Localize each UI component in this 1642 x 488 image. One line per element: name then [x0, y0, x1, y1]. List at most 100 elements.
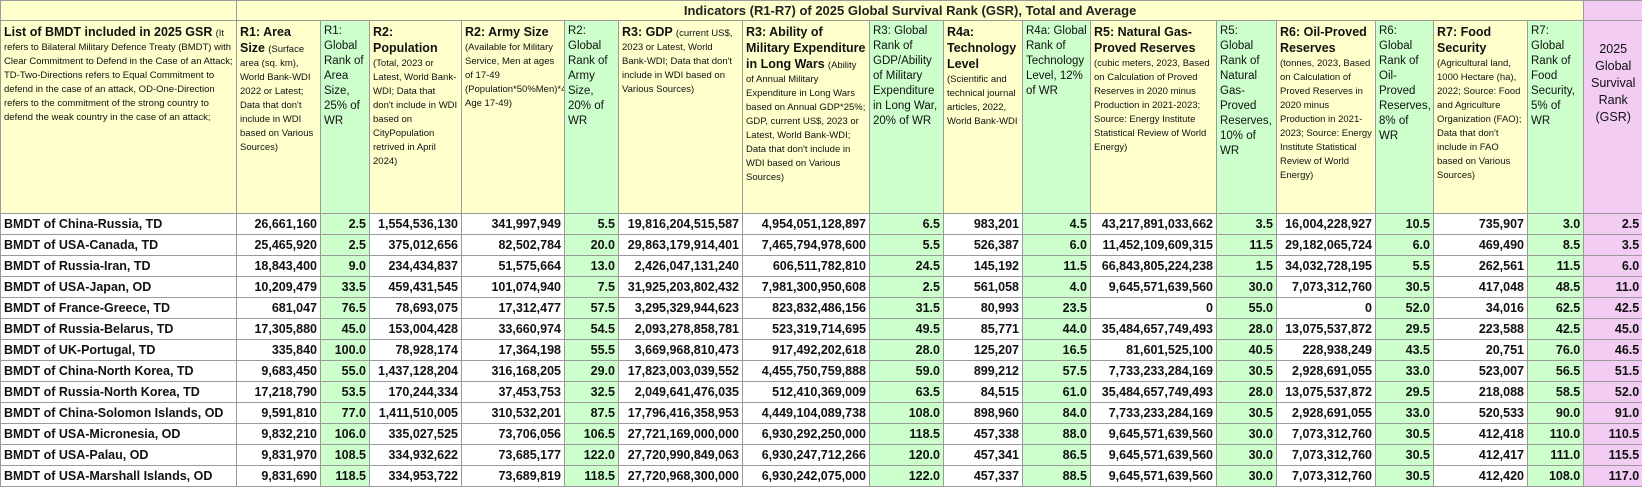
data-cell: 31.5 — [869, 297, 944, 319]
data-cell: 51,575,664 — [461, 255, 565, 277]
data-cell: 117.0 — [1583, 465, 1642, 487]
data-cell: 983,201 — [943, 213, 1023, 235]
data-cell: 412,418 — [1433, 423, 1528, 445]
treaty-name: BMDT of Russia-North Korea, TD — [0, 381, 237, 403]
data-cell: 29.5 — [1375, 318, 1434, 340]
data-cell: 90.0 — [1526, 402, 1585, 424]
data-cell: 86.5 — [1022, 444, 1091, 466]
data-cell: 43.5 — [1375, 339, 1434, 361]
data-cell: 7,073,312,760 — [1276, 465, 1376, 487]
data-cell: 63.5 — [869, 381, 944, 403]
data-cell: 681,047 — [236, 297, 321, 319]
data-cell: 46.5 — [1583, 339, 1642, 361]
data-cell: 334,932,622 — [369, 444, 462, 466]
data-cell: 4.5 — [1022, 213, 1091, 235]
data-cell: 0 — [1090, 297, 1217, 319]
data-cell: 17,312,477 — [461, 297, 565, 319]
header-label: R3: Ability of Military Expenditure in L… — [746, 25, 866, 71]
column-header: R1: Area Size (Surface area (sq. km), Wo… — [236, 20, 321, 214]
data-cell: 6,930,242,075,000 — [742, 465, 870, 487]
data-cell: 43,217,891,033,662 — [1090, 213, 1217, 235]
data-cell: 29,863,179,914,401 — [618, 234, 743, 256]
data-cell: 55.0 — [1216, 297, 1277, 319]
data-cell: 25,465,920 — [236, 234, 321, 256]
data-cell: 57.5 — [564, 297, 619, 319]
treaty-name: BMDT of China-Russia, TD — [0, 213, 237, 235]
header-label: R5: Global Rank of Natural Gas-Proved Re… — [1220, 25, 1272, 157]
data-row: BMDT of China-North Korea, TD 9,683,450 55… — [0, 360, 1642, 382]
header-label: R1: Global Rank of Area Size, 25% of WR — [324, 25, 364, 127]
data-cell: 5.5 — [1375, 255, 1434, 277]
data-cell: 29.5 — [1375, 381, 1434, 403]
data-cell: 30.0 — [1216, 423, 1277, 445]
data-cell: 6,930,247,712,266 — [742, 444, 870, 466]
column-header: List of BMDT included in 2025 GSR (It re… — [0, 20, 237, 214]
data-cell: 512,410,369,009 — [742, 381, 870, 403]
data-cell: 17,823,003,039,552 — [618, 360, 743, 382]
data-cell: 459,431,545 — [369, 276, 462, 298]
data-cell: 3.5 — [1216, 213, 1277, 235]
data-cell: 153,004,428 — [369, 318, 462, 340]
data-cell: 4,455,750,759,888 — [742, 360, 870, 382]
data-cell: 9,832,210 — [236, 423, 321, 445]
data-cell: 66,843,805,224,238 — [1090, 255, 1217, 277]
data-cell: 28.0 — [869, 339, 944, 361]
data-cell: 5.5 — [869, 234, 944, 256]
data-cell: 2.5 — [1583, 213, 1642, 235]
header-note: (current US$, 2023 or Latest, World Bank… — [622, 28, 733, 95]
header-note: (Agricultural land, 1000 Hectare (ha), 2… — [1437, 58, 1522, 181]
data-cell: 316,168,205 — [461, 360, 565, 382]
data-cell: 56.5 — [1526, 360, 1585, 382]
data-cell: 110.5 — [1583, 423, 1642, 445]
data-cell: 51.5 — [1583, 360, 1642, 382]
header-note: (Total, 2023 or Latest, World Bank-WDI; … — [373, 58, 458, 167]
data-cell: 9,645,571,639,560 — [1090, 423, 1217, 445]
data-cell: 33.5 — [320, 276, 370, 298]
data-cell: 9,831,690 — [236, 465, 321, 487]
data-cell: 84.0 — [1022, 402, 1091, 424]
header-label: R2: Population — [373, 25, 438, 55]
header-label: R3: GDP — [622, 25, 673, 39]
data-row: BMDT of France-Greece, TD 681,047 76.5 78,6… — [0, 297, 1642, 319]
data-row: BMDT of Russia-Belarus, TD 17,305,880 45.0… — [0, 318, 1642, 340]
data-cell: 57.5 — [1022, 360, 1091, 382]
header-label: List of BMDT included in 2025 GSR — [4, 25, 213, 39]
column-header: R7: Food Security (Agricultural land, 10… — [1433, 20, 1528, 214]
data-cell: 33,660,974 — [461, 318, 565, 340]
data-cell: 35,484,657,749,493 — [1090, 381, 1217, 403]
header-note: (Scientific and technical journal articl… — [947, 74, 1018, 127]
data-cell: 33.0 — [1375, 402, 1434, 424]
data-cell: 7,073,312,760 — [1276, 276, 1376, 298]
data-cell: 823,832,486,156 — [742, 297, 870, 319]
data-cell: 16,004,228,927 — [1276, 213, 1376, 235]
data-cell: 28.0 — [1216, 318, 1277, 340]
data-cell: 20,751 — [1433, 339, 1528, 361]
data-cell: 42.5 — [1583, 297, 1642, 319]
data-cell: 84,515 — [943, 381, 1023, 403]
column-header: R5: Natural Gas-Proved Reserves (cubic m… — [1090, 20, 1217, 214]
data-cell: 526,387 — [943, 234, 1023, 256]
data-cell: 17,218,790 — [236, 381, 321, 403]
data-cell: 375,012,656 — [369, 234, 462, 256]
data-cell: 26,661,160 — [236, 213, 321, 235]
header-label: R3: Global Rank of GDP/Ability of Milita… — [873, 25, 938, 127]
data-cell: 100.0 — [320, 339, 370, 361]
data-cell: 78,928,174 — [369, 339, 462, 361]
data-cell: 6.5 — [869, 213, 944, 235]
data-cell: 49.5 — [869, 318, 944, 340]
data-cell: 115.5 — [1583, 444, 1642, 466]
data-cell: 7,981,300,950,608 — [742, 276, 870, 298]
data-cell: 4,449,104,089,738 — [742, 402, 870, 424]
column-header: R5: Global Rank of Natural Gas-Proved Re… — [1216, 20, 1277, 214]
data-cell: 417,048 — [1433, 276, 1528, 298]
header-label: R5: Natural Gas-Proved Reserves — [1094, 25, 1196, 55]
data-cell: 262,561 — [1433, 255, 1528, 277]
data-cell: 76.0 — [1526, 339, 1585, 361]
data-cell: 11.5 — [1526, 255, 1585, 277]
data-row: BMDT of USA-Palau, OD 9,831,970 108.5 334,9… — [0, 444, 1642, 466]
column-header: R3: Ability of Military Expenditure in L… — [742, 20, 870, 214]
title-row: Indicators (R1-R7) of 2025 Global Surviv… — [0, 0, 1642, 21]
data-cell: 335,027,525 — [369, 423, 462, 445]
data-cell: 3,295,329,944,623 — [618, 297, 743, 319]
header-row: List of BMDT included in 2025 GSR (It re… — [0, 20, 1642, 214]
